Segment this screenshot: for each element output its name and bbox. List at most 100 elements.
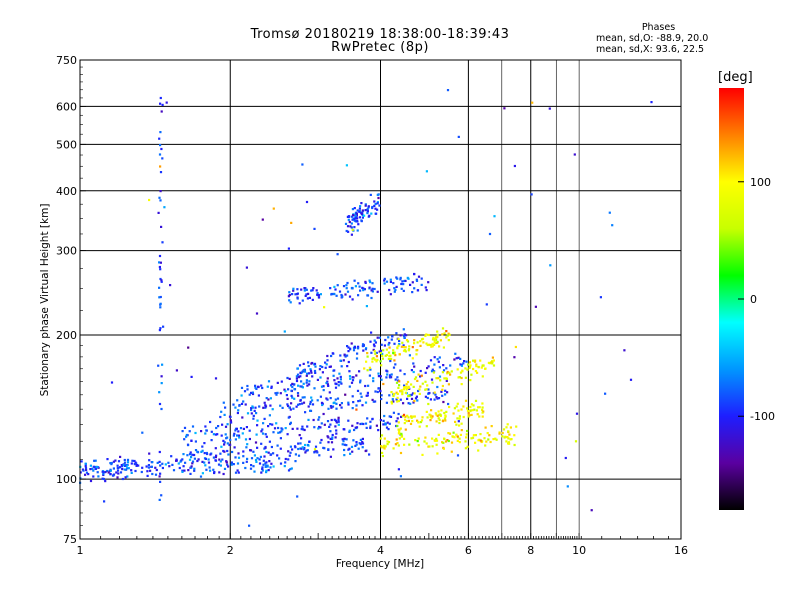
data-point [401,280,404,283]
data-point [330,406,333,409]
data-point [226,449,229,453]
data-point [373,345,376,348]
data-point [250,407,253,410]
data-point [390,338,393,341]
data-point [462,405,465,408]
data-point [188,430,191,433]
data-point [300,437,303,440]
data-point [260,384,263,387]
data-point [232,434,235,437]
data-point [246,412,250,415]
data-point [374,358,377,361]
data-point [396,392,399,395]
data-point [379,390,382,393]
data-point [326,354,329,358]
data-point [386,373,389,376]
data-point [108,470,111,473]
data-point [387,357,390,361]
data-point [424,395,427,398]
data-point [92,469,95,472]
data-point [442,364,445,367]
data-point [413,399,416,403]
data-point [430,409,433,412]
data-point [112,460,115,463]
data-point [440,409,443,412]
data-point [89,468,92,471]
data-point [354,285,357,288]
data-point [416,440,419,443]
data-point [394,378,397,381]
data-point [575,412,579,415]
data-point [406,276,409,279]
data-point [284,461,287,464]
data-point [290,389,293,392]
data-point [327,448,330,451]
data-point [287,458,290,461]
data-point [467,363,470,366]
data-point [389,415,393,418]
data-point [334,382,337,385]
data-point [480,440,483,444]
data-point [227,453,230,456]
data-point [79,471,82,474]
data-point [371,417,374,420]
data-point [441,394,444,397]
data-point [313,369,317,373]
data-point [390,373,393,376]
data-point [117,472,120,475]
data-point [462,415,465,419]
data-point [280,380,283,383]
y-tick-label: 600 [56,100,77,113]
data-point [207,458,210,461]
data-point [326,359,329,362]
data-point [297,394,300,397]
data-point [357,447,360,450]
data-point [333,401,336,404]
data-point [193,467,196,470]
data-point [261,386,264,390]
data-point [355,426,359,429]
data-point [215,454,218,457]
data-point [431,381,434,384]
data-point [350,342,353,345]
data-point [137,464,140,467]
data-point [505,426,508,429]
data-point [371,360,374,363]
data-point [248,429,251,432]
data-point [409,402,412,405]
data-point [212,433,215,436]
data-point [91,467,94,470]
data-point [116,476,119,479]
data-point [355,212,358,215]
data-point [382,382,385,386]
data-point [215,426,218,430]
data-point [374,341,377,344]
data-point [405,388,408,391]
data-point [456,402,459,405]
data-point [226,442,229,445]
data-point [377,429,380,432]
data-point [466,407,469,410]
data-point [333,292,336,296]
data-point [293,388,296,391]
data-point [379,349,383,352]
data-point [242,450,245,453]
x-tick-label: 6 [465,544,472,557]
data-point [364,203,367,206]
data-point [123,458,126,462]
data-point [396,442,399,445]
data-point [181,470,184,473]
data-point [358,210,361,213]
data-point [254,441,258,444]
data-point [340,382,343,385]
x-tick-label: 8 [527,544,534,557]
data-point [380,378,383,381]
data-point [306,425,309,428]
data-point [405,383,408,386]
data-point [363,288,366,291]
data-point [263,455,266,458]
data-point [287,404,290,408]
data-point [403,386,406,389]
data-point [340,402,343,405]
data-point [158,254,162,258]
